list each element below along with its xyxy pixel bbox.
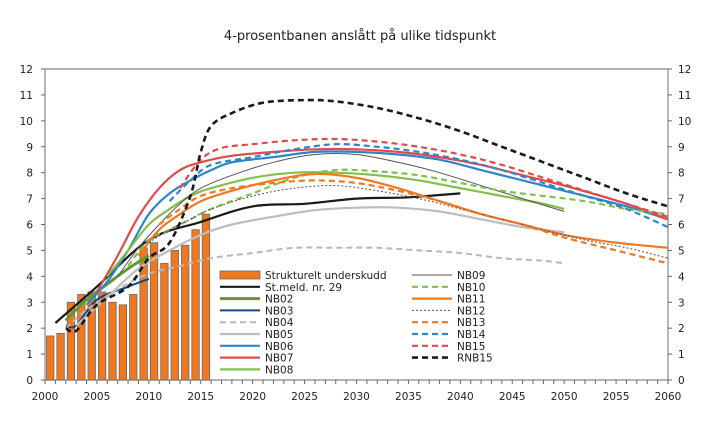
y-tick-label-right: 8 bbox=[678, 168, 685, 180]
x-tick-label: 2040 bbox=[447, 391, 474, 403]
bar bbox=[77, 294, 86, 381]
bar bbox=[118, 304, 128, 381]
series-line-nb02 bbox=[64, 254, 150, 322]
y-tick-label-right: 2 bbox=[678, 323, 685, 335]
series-line-rnb15 bbox=[65, 98, 669, 334]
series-line-nb03 bbox=[65, 277, 150, 329]
chart-title: 4-prosentbanen anslått på ulike tidspunk… bbox=[224, 29, 496, 44]
y-tick-label-left: 0 bbox=[26, 375, 33, 387]
legend-swatch-bar bbox=[219, 270, 261, 280]
bar bbox=[201, 213, 211, 381]
y-tick-label-left: 7 bbox=[26, 194, 33, 206]
bar bbox=[108, 301, 117, 381]
bar bbox=[170, 250, 179, 381]
bar bbox=[129, 294, 138, 381]
legend-label: NB05 bbox=[265, 329, 293, 341]
y-tick-label-left: 12 bbox=[20, 64, 33, 76]
y-tick-label-right: 11 bbox=[678, 90, 691, 102]
bar bbox=[181, 244, 190, 381]
legend-label: NB08 bbox=[265, 364, 293, 376]
bar bbox=[149, 242, 159, 381]
y-tick-label-right: 0 bbox=[678, 375, 685, 387]
y-tick-label-right: 6 bbox=[678, 220, 685, 232]
legend-label: NB11 bbox=[457, 294, 485, 306]
legend-label: St.meld. nr. 29 bbox=[265, 282, 342, 294]
legend-label: NB14 bbox=[457, 329, 486, 341]
x-tick-label: 2020 bbox=[239, 391, 266, 403]
y-tick-label-right: 12 bbox=[678, 64, 691, 76]
x-tick-label: 2005 bbox=[84, 391, 111, 403]
bar bbox=[56, 332, 65, 381]
legend-label: NB13 bbox=[457, 317, 485, 329]
x-tick-label: 2030 bbox=[343, 391, 370, 403]
y-tick-label-right: 1 bbox=[678, 349, 685, 361]
legend-label: NB12 bbox=[457, 305, 485, 317]
x-tick-label: 2050 bbox=[551, 391, 578, 403]
series-line-nb12 bbox=[148, 185, 669, 259]
series-line-nb08 bbox=[106, 171, 565, 277]
bars bbox=[46, 213, 211, 381]
y-tick-label-left: 10 bbox=[20, 116, 33, 128]
legend-label: NB07 bbox=[265, 353, 293, 365]
series-line-nb14 bbox=[168, 143, 669, 229]
x-tick-label: 2060 bbox=[655, 391, 682, 403]
series-line-nb10 bbox=[127, 168, 669, 267]
legend-label: NB10 bbox=[457, 282, 485, 294]
series-line-nb07 bbox=[95, 147, 669, 293]
legend-label: NB06 bbox=[265, 341, 294, 353]
series-line-nb13 bbox=[158, 179, 669, 265]
legend-label: NB02 bbox=[265, 294, 293, 306]
y-tick-label-right: 5 bbox=[678, 245, 685, 257]
x-tick-label: 2055 bbox=[603, 391, 630, 403]
y-tick-label-left: 9 bbox=[26, 142, 33, 154]
x-tick-label: 2000 bbox=[32, 391, 59, 403]
x-tick-label: 2025 bbox=[291, 391, 318, 403]
legend-label: NB15 bbox=[457, 341, 485, 353]
bar bbox=[97, 291, 107, 381]
y-tick-label-left: 6 bbox=[26, 220, 33, 232]
series-line-nb15 bbox=[179, 137, 669, 218]
bar bbox=[160, 262, 169, 381]
y-tick-label-left: 11 bbox=[20, 90, 33, 102]
x-tick-label: 2015 bbox=[187, 391, 214, 403]
series-line-nb11 bbox=[137, 172, 669, 257]
x-tick-label: 2010 bbox=[135, 391, 162, 403]
legend-label: NB09 bbox=[457, 270, 485, 282]
y-tick-label-left: 3 bbox=[26, 297, 33, 309]
x-tick-label: 2035 bbox=[395, 391, 422, 403]
y-tick-label-right: 10 bbox=[678, 116, 691, 128]
y-tick-label-right: 4 bbox=[678, 271, 685, 283]
series-line-nb06 bbox=[85, 150, 669, 306]
y-tick-label-left: 4 bbox=[26, 271, 33, 283]
legend-label: RNB15 bbox=[457, 353, 493, 365]
y-tick-label-left: 5 bbox=[26, 245, 33, 257]
legend-label: NB03 bbox=[265, 305, 293, 317]
bar bbox=[66, 301, 76, 381]
y-tick-label-right: 3 bbox=[678, 297, 685, 309]
x-tick-label: 2045 bbox=[499, 391, 526, 403]
series-lines bbox=[54, 98, 669, 334]
y-tick-label-left: 1 bbox=[26, 349, 33, 361]
bar bbox=[191, 229, 200, 381]
legend-label: Strukturelt underskudd bbox=[265, 270, 387, 282]
y-tick-label-right: 9 bbox=[678, 142, 685, 154]
bar bbox=[46, 335, 55, 381]
y-tick-label-right: 7 bbox=[678, 194, 685, 206]
y-tick-label-left: 8 bbox=[26, 168, 33, 180]
series-line-nb04 bbox=[65, 246, 565, 329]
legend-label: NB04 bbox=[265, 317, 294, 329]
y-tick-label-left: 2 bbox=[26, 323, 33, 335]
